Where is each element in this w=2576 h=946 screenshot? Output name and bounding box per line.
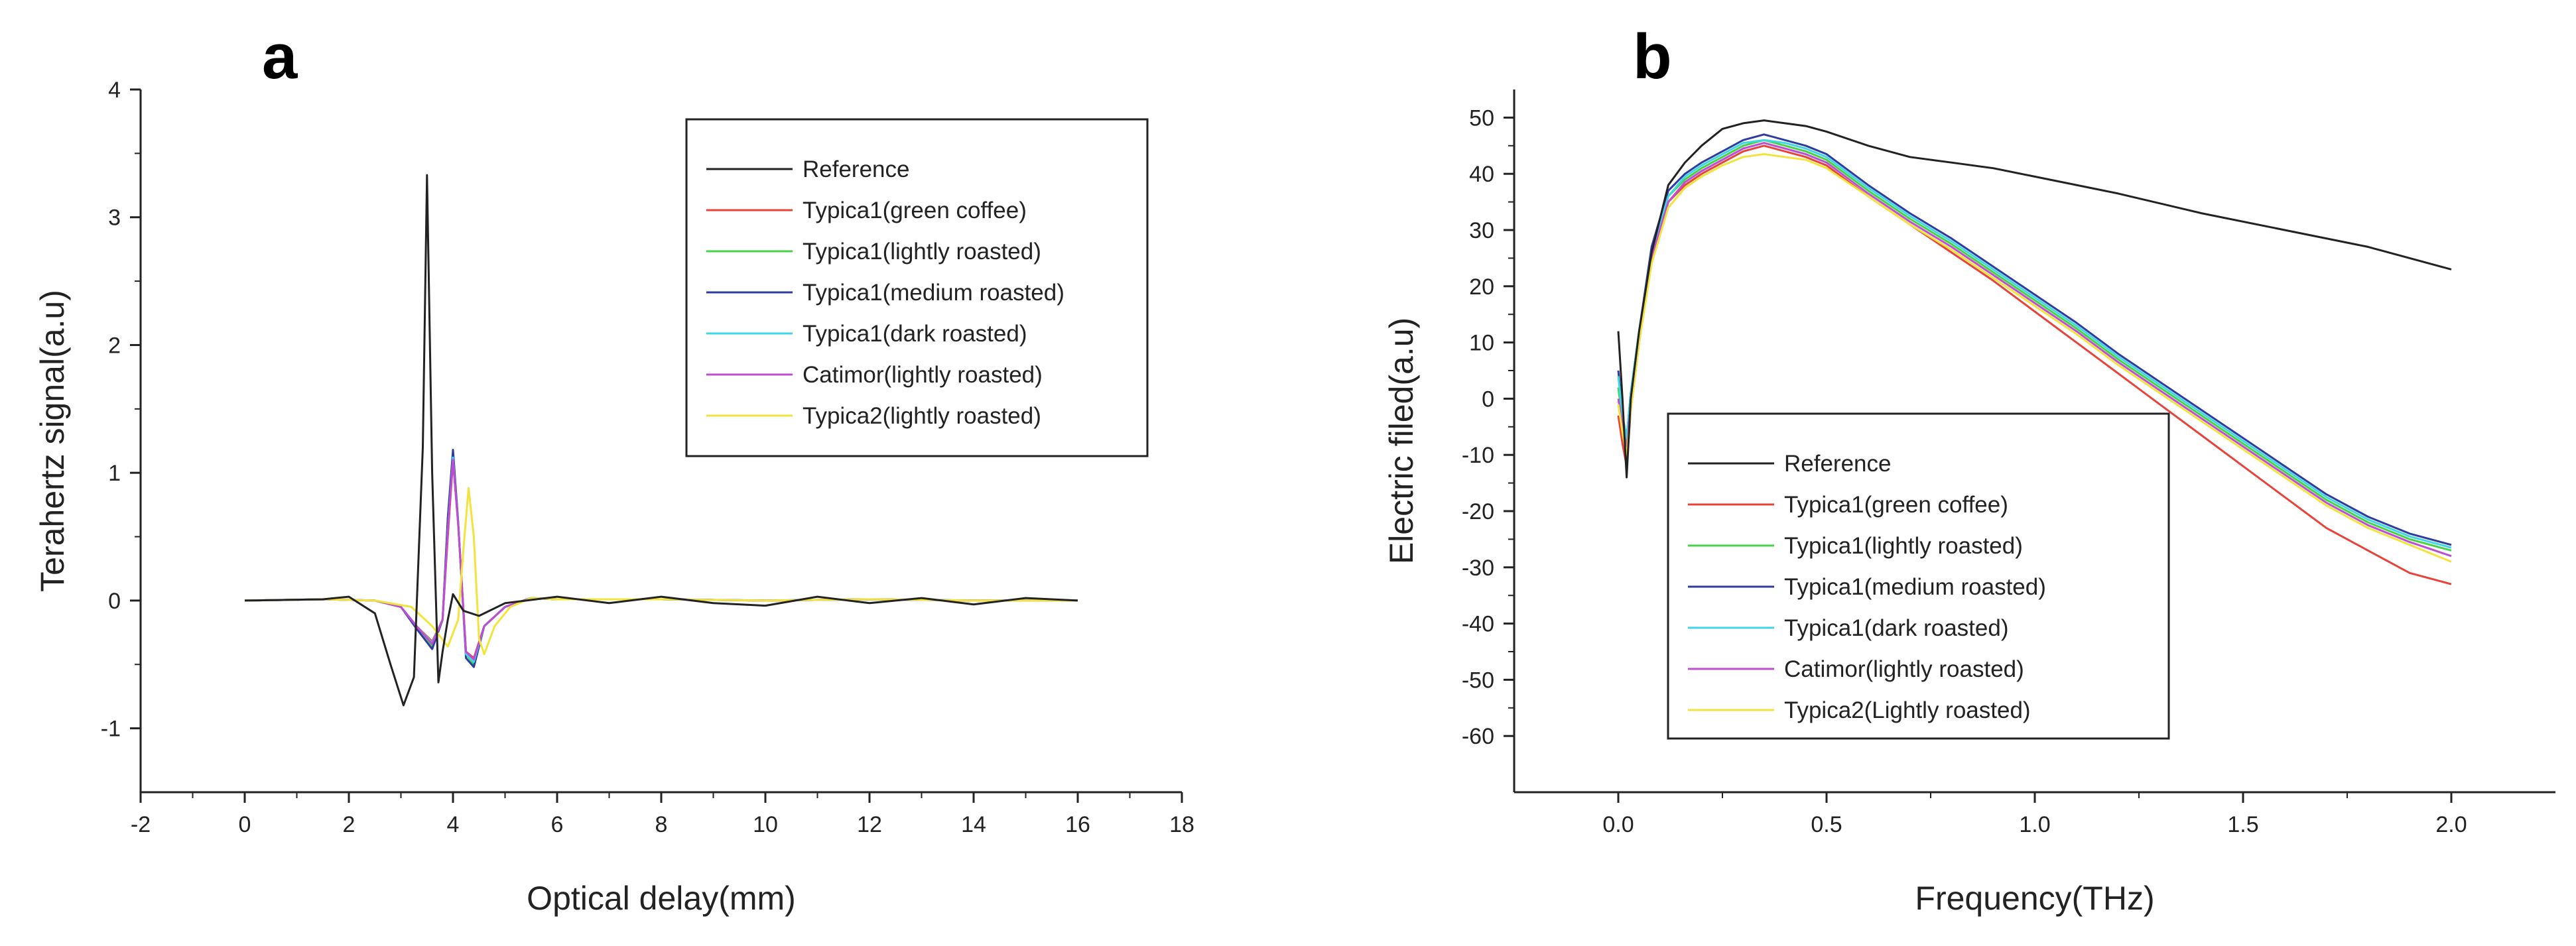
legend-label-b-typica1-dark-roasted: Typica1(dark roasted): [1784, 615, 2008, 641]
x-axis-title-a: Optical delay(mm): [527, 880, 796, 917]
legend-label-b-typica1-medium-roasted: Typica1(medium roasted): [1784, 574, 2046, 600]
x-tick-label-b: 0.0: [1602, 812, 1634, 837]
y-tick-label-a: 1: [108, 461, 121, 486]
legend-label-a-typica2-lightly-roasted: Typica2(lightly roasted): [803, 403, 1041, 429]
legend-box-a: [685, 118, 1149, 457]
y-tick-label-b: 20: [1469, 274, 1494, 300]
panel-letter-b: b: [1633, 21, 1672, 92]
x-tick-label-a: 8: [655, 812, 668, 837]
x-tick-label-a: -2: [131, 812, 151, 837]
x-tick-label-a: 16: [1065, 812, 1090, 837]
x-tick-label-b: 0.5: [1811, 812, 1842, 837]
legend-label-b-catimor-lightly-roasted: Catimor(lightly roasted): [1784, 656, 2024, 682]
legend-label-a-catimor-lightly-roasted: Catimor(lightly roasted): [803, 362, 1043, 388]
y-tick-label-b: 50: [1469, 105, 1494, 131]
x-tick-label-a: 10: [753, 812, 778, 837]
x-tick-label-b: 2.0: [2435, 812, 2467, 837]
series-line-b-typica2-lightly-roasted: [1617, 153, 2452, 563]
series-line-a-typica1-lightly-roasted: [244, 452, 1078, 666]
series-line-b-reference: [1617, 119, 2452, 479]
x-tick-label-b: 1.0: [2019, 812, 2050, 837]
y-tick-label-b: 30: [1469, 218, 1494, 243]
y-tick-label-b: 10: [1469, 331, 1494, 356]
y-axis-title-a: Terahertz signal(a.u): [34, 290, 71, 592]
legend-label-a-typica1-dark-roasted: Typica1(dark roasted): [803, 321, 1027, 347]
legend-label-a-typica1-green-coffee: Typica1(green coffee): [803, 198, 1027, 223]
x-tick-label-a: 4: [447, 812, 460, 837]
legend-box-b: [1667, 412, 2170, 740]
y-tick-label-a: 3: [108, 206, 121, 231]
y-tick-label-b: 0: [1482, 386, 1494, 412]
y-tick-label-b: -50: [1462, 668, 1494, 693]
panel-b: b 0.0 0.5 1.0 1.5 2.0 -60 -50 -40 -30 -20 -10 0 10 20…: [1383, 21, 2555, 917]
legend-label-a-reference: Reference: [803, 156, 909, 182]
legend-label-a-typica1-lightly-roasted: Typica1(lightly roasted): [803, 239, 1041, 265]
y-tick-label-a: 4: [108, 78, 121, 103]
y-tick-label-b: -10: [1462, 443, 1494, 468]
x-tick-label-a: 14: [961, 812, 986, 837]
series-line-a-typica1-medium-roasted: [244, 449, 1078, 668]
series-line-a-typica1-green-coffee: [244, 459, 1078, 660]
y-tick-label-b: -20: [1462, 499, 1494, 524]
y-tick-label-b: -30: [1462, 556, 1494, 581]
series-line-a-catimor-lightly-roasted: [244, 459, 1078, 661]
y-tick-label-b: 40: [1469, 162, 1494, 187]
legend-label-b-typica1-green-coffee: Typica1(green coffee): [1784, 492, 2008, 518]
y-tick-label-a: 0: [108, 589, 121, 614]
y-tick-label-b: -60: [1462, 724, 1494, 749]
x-tick-label-a: 0: [239, 812, 251, 837]
series-line-a-typica2-lightly-roasted: [244, 487, 1078, 656]
y-tick-label-b: -40: [1462, 612, 1494, 637]
x-axis-title-b: Frequency(THz): [1915, 880, 2154, 917]
x-tick-label-a: 6: [551, 812, 564, 837]
legend-label-b-typica1-lightly-roasted: Typica1(lightly roasted): [1784, 533, 2023, 559]
series-line-a-reference: [244, 174, 1078, 707]
panel-letter-a: a: [262, 21, 298, 92]
x-tick-label-a: 18: [1169, 812, 1194, 837]
y-tick-label-a: -1: [101, 717, 121, 742]
y-tick-label-a: 2: [108, 333, 121, 358]
legend-label-b-reference: Reference: [1784, 451, 1891, 477]
y-axis-title-b: Electric filed(a.u): [1383, 318, 1420, 564]
x-tick-label-b: 1.5: [2227, 812, 2258, 837]
legend-label-a-typica1-medium-roasted: Typica1(medium roasted): [803, 280, 1064, 306]
x-tick-label-a: 12: [857, 812, 882, 837]
x-tick-label-a: 2: [343, 812, 355, 837]
legend-label-b-typica2-lightly-roasted: Typica2(Lightly roasted): [1784, 697, 2031, 723]
series-line-a-typica1-dark-roasted: [244, 456, 1078, 663]
